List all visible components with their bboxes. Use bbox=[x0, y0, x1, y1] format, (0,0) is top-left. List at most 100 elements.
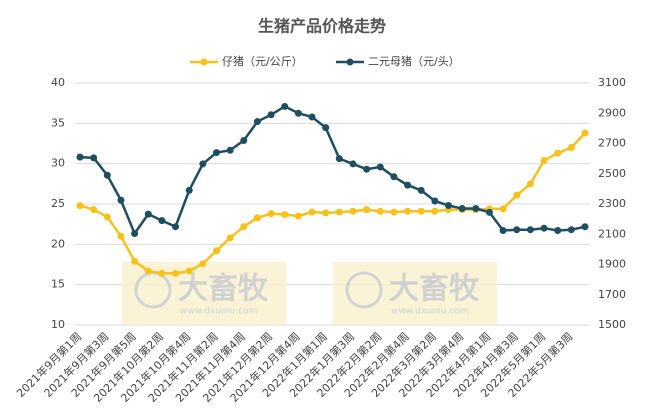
point bbox=[322, 209, 330, 217]
y2-tick-label: 1900 bbox=[598, 258, 626, 271]
point bbox=[185, 186, 193, 194]
point bbox=[103, 171, 111, 179]
point bbox=[526, 180, 534, 188]
y2-tick-label: 2700 bbox=[598, 137, 626, 150]
watermark-text: 大畜牧 bbox=[178, 272, 269, 307]
point bbox=[308, 208, 316, 216]
legend-marker bbox=[346, 58, 354, 66]
point bbox=[513, 191, 521, 199]
watermark-logo bbox=[345, 271, 383, 309]
point bbox=[144, 267, 152, 275]
point bbox=[172, 269, 180, 277]
point bbox=[253, 214, 261, 222]
point bbox=[267, 111, 275, 119]
point bbox=[172, 223, 180, 231]
y2-tick-label: 2500 bbox=[598, 167, 626, 180]
point bbox=[499, 205, 507, 213]
point bbox=[349, 207, 357, 215]
y-tick-label: 10 bbox=[51, 318, 65, 331]
y-tick-label: 20 bbox=[51, 237, 65, 250]
point bbox=[526, 226, 534, 234]
point bbox=[390, 173, 398, 181]
point bbox=[226, 146, 234, 154]
point bbox=[554, 149, 562, 157]
y-tick-label: 30 bbox=[51, 157, 65, 170]
point bbox=[240, 223, 248, 231]
point bbox=[90, 206, 98, 214]
watermark-text: 大畜牧 bbox=[389, 272, 480, 307]
point bbox=[363, 206, 371, 214]
point bbox=[349, 160, 357, 168]
point bbox=[540, 156, 548, 164]
point bbox=[226, 234, 234, 242]
point bbox=[158, 217, 166, 225]
point bbox=[554, 226, 562, 234]
y-tick-label: 25 bbox=[51, 197, 65, 210]
point bbox=[103, 213, 111, 221]
point bbox=[76, 202, 84, 210]
point bbox=[567, 144, 575, 152]
chart-title: 生猪产品价格走势 bbox=[258, 17, 386, 36]
point bbox=[404, 181, 412, 189]
point bbox=[185, 267, 193, 275]
point bbox=[294, 212, 302, 220]
legend-label: 仔猪（元/公斤） bbox=[222, 55, 303, 68]
series-line bbox=[79, 105, 586, 237]
point bbox=[404, 207, 412, 215]
point bbox=[485, 208, 493, 216]
point bbox=[131, 229, 139, 237]
point bbox=[240, 136, 248, 144]
point bbox=[445, 202, 453, 210]
point bbox=[144, 210, 152, 218]
point bbox=[567, 226, 575, 234]
point bbox=[322, 124, 330, 132]
point bbox=[513, 226, 521, 234]
point bbox=[376, 207, 384, 215]
point bbox=[335, 208, 343, 216]
point bbox=[308, 113, 316, 121]
point bbox=[117, 196, 125, 204]
point bbox=[253, 118, 261, 126]
point bbox=[335, 155, 343, 163]
point bbox=[294, 109, 302, 117]
point bbox=[581, 129, 589, 137]
point bbox=[458, 205, 466, 213]
point bbox=[281, 210, 289, 218]
legend-label: 二元母猪（元/头） bbox=[368, 55, 460, 68]
y2-tick-label: 3100 bbox=[598, 76, 626, 89]
y-tick-label: 15 bbox=[51, 278, 65, 291]
y-tick-label: 40 bbox=[51, 76, 65, 89]
point bbox=[472, 205, 480, 213]
y2-tick-label: 2300 bbox=[598, 197, 626, 210]
point bbox=[117, 232, 125, 240]
point bbox=[417, 207, 425, 215]
point bbox=[581, 223, 589, 231]
y2-tick-label: 2900 bbox=[598, 106, 626, 119]
watermark-url: www.dxumu.com bbox=[180, 307, 257, 317]
point bbox=[267, 210, 275, 218]
point bbox=[281, 102, 289, 110]
point bbox=[131, 257, 139, 265]
watermark: 大畜牧 www.dxumu.com 大畜牧 www.dxumu.com bbox=[122, 262, 497, 324]
point bbox=[417, 186, 425, 194]
point bbox=[212, 247, 220, 255]
point bbox=[76, 153, 84, 161]
point bbox=[431, 207, 439, 215]
point bbox=[199, 160, 207, 168]
point bbox=[90, 154, 98, 162]
point bbox=[431, 197, 439, 205]
point bbox=[376, 163, 384, 171]
y2-tick-label: 1500 bbox=[598, 318, 626, 331]
point bbox=[363, 165, 371, 173]
point bbox=[158, 269, 166, 277]
point bbox=[212, 149, 220, 157]
series-line bbox=[79, 132, 586, 275]
y2-tick-label: 2100 bbox=[598, 227, 626, 240]
point bbox=[540, 224, 548, 232]
point bbox=[390, 208, 398, 216]
watermark-url: www.dxumu.com bbox=[391, 307, 468, 317]
y-tick-label: 35 bbox=[51, 116, 65, 129]
point bbox=[199, 260, 207, 268]
y2-tick-label: 1700 bbox=[598, 288, 626, 301]
